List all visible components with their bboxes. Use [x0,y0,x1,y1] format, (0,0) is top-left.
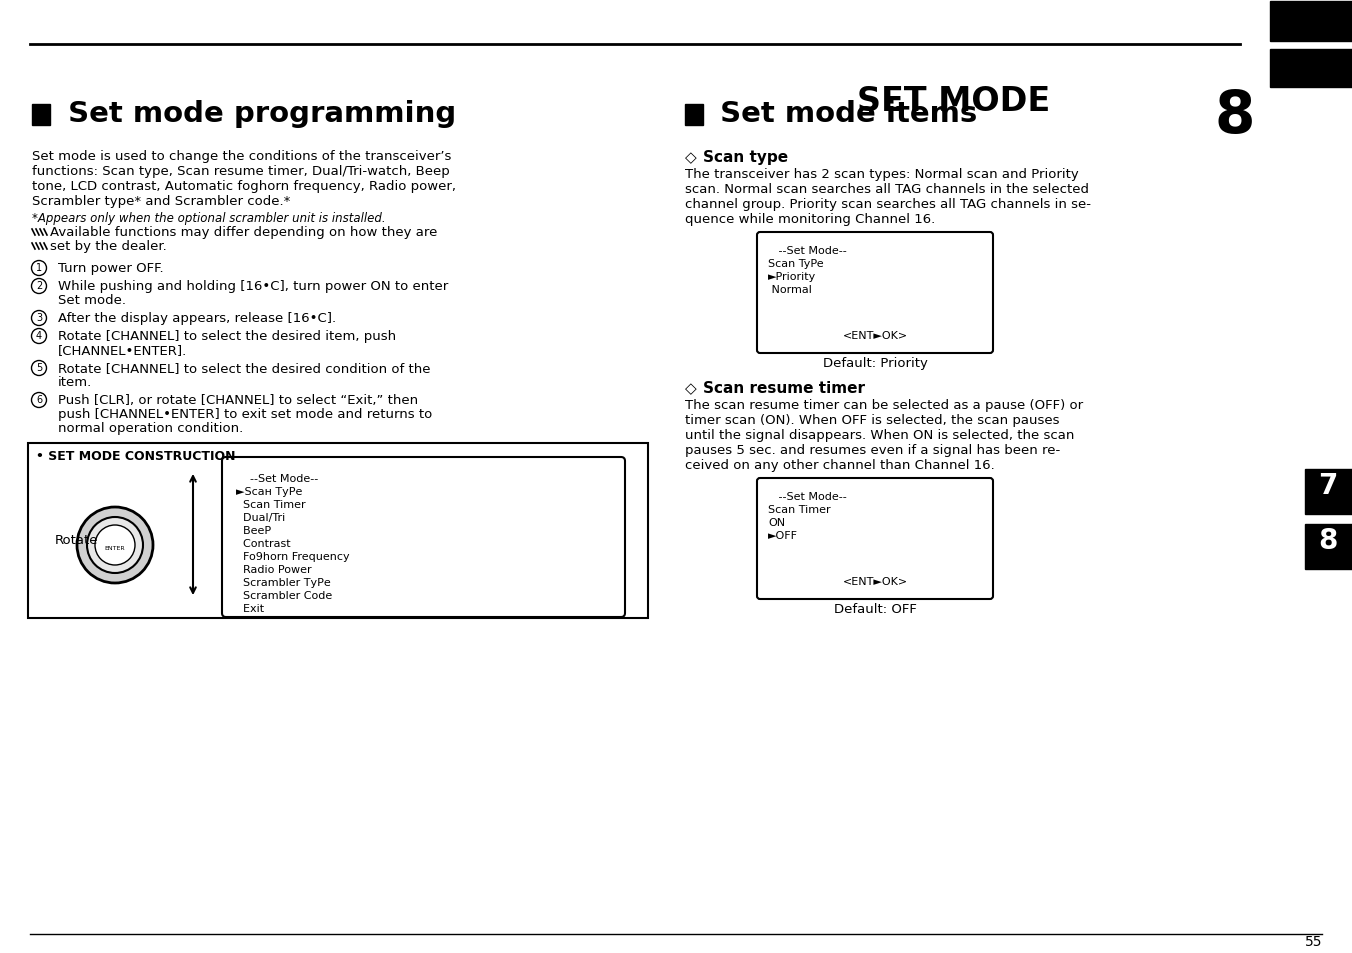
Text: timer scan (ON). When OFF is selected, the scan pauses: timer scan (ON). When OFF is selected, t… [685,414,1060,427]
Text: --Set Mode--: --Set Mode-- [768,492,846,501]
Bar [28,443,648,618]
Text: 4: 4 [37,331,42,340]
Circle shape [31,312,46,326]
Text: Scan resume timer: Scan resume timer [703,380,865,395]
Text: Scrambler Code: Scrambler Code [237,590,333,600]
Text: Rotate: Rotate [55,533,99,546]
Text: 3: 3 [37,313,42,323]
Text: channel group. Priority scan searches all TAG channels in se-: channel group. Priority scan searches al… [685,198,1091,211]
Text: [CHANNEL•ENTER].: [CHANNEL•ENTER]. [58,344,187,356]
Text: BeeP: BeeP [237,525,272,536]
Text: ◇: ◇ [685,150,702,165]
Text: Available functions may differ depending on how they are: Available functions may differ depending… [50,226,438,239]
Text: Push [CLR], or rotate [CHANNEL] to select “Exit,” then: Push [CLR], or rotate [CHANNEL] to selec… [58,394,418,407]
Text: Scan Timer: Scan Timer [237,499,306,510]
Circle shape [31,279,46,294]
Text: ◇: ◇ [685,380,702,395]
Text: set by the dealer.: set by the dealer. [50,240,166,253]
Text: Rotate [CHANNEL] to select the desired condition of the: Rotate [CHANNEL] to select the desired c… [58,361,430,375]
FancyBboxPatch shape [757,478,992,599]
Text: Scrambler TуРе: Scrambler TуРе [237,578,331,587]
Text: --Set Mode--: --Set Mode-- [237,474,318,483]
Text: 5: 5 [37,363,42,373]
Text: ceived on any other channel than Channel 16.: ceived on any other channel than Channel… [685,458,995,472]
Text: Scan TyPe: Scan TyPe [768,258,823,269]
Text: ENTER: ENTER [104,546,126,551]
Bar [1270,50,1352,88]
Bar [1305,524,1352,569]
Text: ►Scан ТуРе: ►Scан ТуРе [237,486,303,497]
Text: 2: 2 [37,281,42,291]
Circle shape [31,329,46,344]
Text: <ENT►OK>: <ENT►OK> [842,331,907,340]
Text: Set mode items: Set mode items [710,100,977,128]
Text: Set mode.: Set mode. [58,294,126,307]
Text: Exit: Exit [237,603,264,614]
Text: normal operation condition.: normal operation condition. [58,421,243,435]
Text: While pushing and holding [16•C], turn power ON to enter: While pushing and holding [16•C], turn p… [58,280,449,293]
Circle shape [31,261,46,276]
Text: item.: item. [58,375,92,389]
Text: functions: Scan type, Scan resume timer, Dual/Tri-watch, Beep: functions: Scan type, Scan resume timer,… [32,165,450,178]
Text: quence while monitoring Channel 16.: quence while monitoring Channel 16. [685,213,936,226]
Text: SET MODE: SET MODE [857,85,1051,118]
FancyBboxPatch shape [757,233,992,354]
Text: Scrambler type* and Scrambler code.*: Scrambler type* and Scrambler code.* [32,194,291,208]
Text: push [CHANNEL•ENTER] to exit set mode and returns to: push [CHANNEL•ENTER] to exit set mode an… [58,408,433,420]
Circle shape [95,525,135,565]
Text: The scan resume timer can be selected as a pause (OFF) or: The scan resume timer can be selected as… [685,398,1083,412]
Text: Scan Timer: Scan Timer [768,504,830,515]
Text: Radio Power: Radio Power [237,564,311,575]
Bar [1305,470,1352,515]
Text: 6: 6 [37,395,42,405]
Circle shape [77,507,153,583]
Text: 7: 7 [1318,472,1337,499]
Circle shape [31,393,46,408]
Circle shape [87,517,143,574]
Bar [1270,2,1352,42]
Text: Contrast: Contrast [237,538,291,548]
Text: Turn power OFF.: Turn power OFF. [58,262,164,274]
Text: Default: OFF: Default: OFF [834,602,917,616]
Text: ►Priority: ►Priority [768,272,817,282]
Text: Normal: Normal [768,285,811,294]
Text: scan. Normal scan searches all TAG channels in the selected: scan. Normal scan searches all TAG chann… [685,183,1088,195]
Text: Dual/Tri: Dual/Tri [237,513,285,522]
Circle shape [31,361,46,376]
Text: After the display appears, release [16•C].: After the display appears, release [16•C… [58,312,337,325]
Text: Rotate [CHANNEL] to select the desired item, push: Rotate [CHANNEL] to select the desired i… [58,330,396,343]
Text: tone, LCD contrast, Automatic foghorn frequency, Radio power,: tone, LCD contrast, Automatic foghorn fr… [32,180,456,193]
FancyBboxPatch shape [222,457,625,618]
Text: Set mode programming: Set mode programming [58,100,456,128]
Text: --Set Mode--: --Set Mode-- [768,246,846,255]
Text: Set mode is used to change the conditions of the transceiver’s: Set mode is used to change the condition… [32,150,452,163]
Text: The transceiver has 2 scan types: Normal scan and Priority: The transceiver has 2 scan types: Normal… [685,168,1079,181]
Bar [685,105,703,126]
Text: • SET MODE CONSTRUCTION: • SET MODE CONSTRUCTION [37,450,235,462]
Text: <ENT►OK>: <ENT►OK> [842,577,907,586]
Text: 55: 55 [1305,934,1322,948]
Text: Fo9horn Frequency: Fo9horn Frequency [237,552,350,561]
Text: 8: 8 [1318,526,1337,555]
Bar [32,105,50,126]
Text: Default: Priority: Default: Priority [822,356,927,370]
Text: ►OFF: ►OFF [768,531,798,540]
Text: pauses 5 sec. and resumes even if a signal has been re-: pauses 5 sec. and resumes even if a sign… [685,443,1060,456]
Text: *Appears only when the optional scrambler unit is installed.: *Appears only when the optional scramble… [32,212,385,225]
Text: until the signal disappears. When ON is selected, the scan: until the signal disappears. When ON is … [685,429,1075,441]
Text: 8: 8 [1214,88,1255,145]
Text: 1: 1 [37,263,42,273]
Text: ON: ON [768,517,786,527]
Text: Scan type: Scan type [703,150,788,165]
